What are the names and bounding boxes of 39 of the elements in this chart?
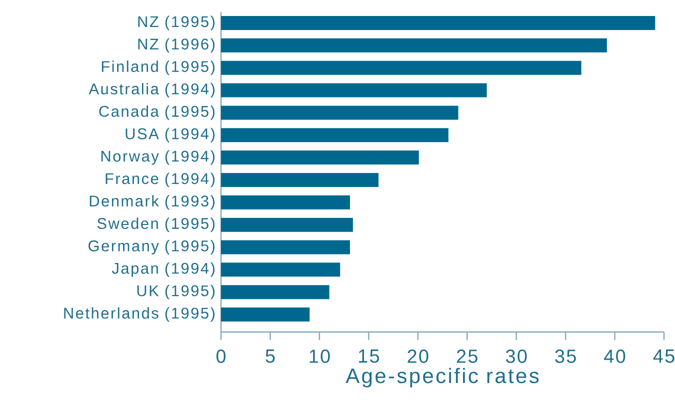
y-tick-label: Sweden (1995) bbox=[97, 218, 214, 232]
y-tick-label: Denmark (1993) bbox=[90, 195, 214, 210]
x-tick-label: 40 bbox=[604, 350, 626, 363]
x-tick-label: 0 bbox=[216, 350, 226, 363]
x-tick-label: 15 bbox=[358, 350, 379, 363]
x-axis-title: Age-specific rates bbox=[346, 368, 539, 388]
y-tick-label: NZ (1995) bbox=[138, 16, 215, 30]
bar bbox=[221, 308, 310, 322]
bar bbox=[221, 240, 350, 254]
bar bbox=[221, 262, 340, 277]
y-tick-label: Australia (1994) bbox=[88, 83, 214, 98]
bar bbox=[221, 285, 330, 300]
bar bbox=[221, 60, 582, 75]
x-tick-label: 30 bbox=[506, 350, 527, 363]
x-tick-label: 10 bbox=[310, 350, 330, 363]
y-tick-label: NZ (1996) bbox=[138, 38, 215, 53]
bar bbox=[221, 218, 353, 232]
x-tick-label: 35 bbox=[555, 350, 576, 363]
y-tick-label: France (1994) bbox=[106, 172, 214, 188]
bar bbox=[221, 128, 448, 142]
y-tick-label: Norway (1994) bbox=[101, 150, 214, 165]
y-tick-label: UK (1995) bbox=[137, 284, 214, 300]
bar bbox=[221, 16, 656, 30]
y-tick-label: Japan (1994) bbox=[112, 262, 214, 277]
x-tick-label: 20 bbox=[408, 350, 428, 363]
bar bbox=[221, 38, 607, 52]
bar bbox=[221, 83, 487, 98]
x-tick-label: 5 bbox=[266, 350, 275, 363]
x-tick-label: 25 bbox=[456, 350, 478, 363]
y-tick-label: Netherlands (1995) bbox=[64, 307, 214, 322]
y-tick-label: Canada (1995) bbox=[99, 105, 214, 120]
bar bbox=[221, 195, 350, 210]
bar bbox=[221, 172, 379, 187]
y-tick-label: Germany (1995) bbox=[88, 240, 214, 254]
y-tick-label: Finland (1995) bbox=[102, 60, 214, 76]
y-tick-label: USA (1994) bbox=[126, 128, 214, 142]
bar bbox=[221, 150, 419, 165]
x-tick-label: 45 bbox=[653, 350, 674, 363]
bar bbox=[221, 106, 458, 120]
